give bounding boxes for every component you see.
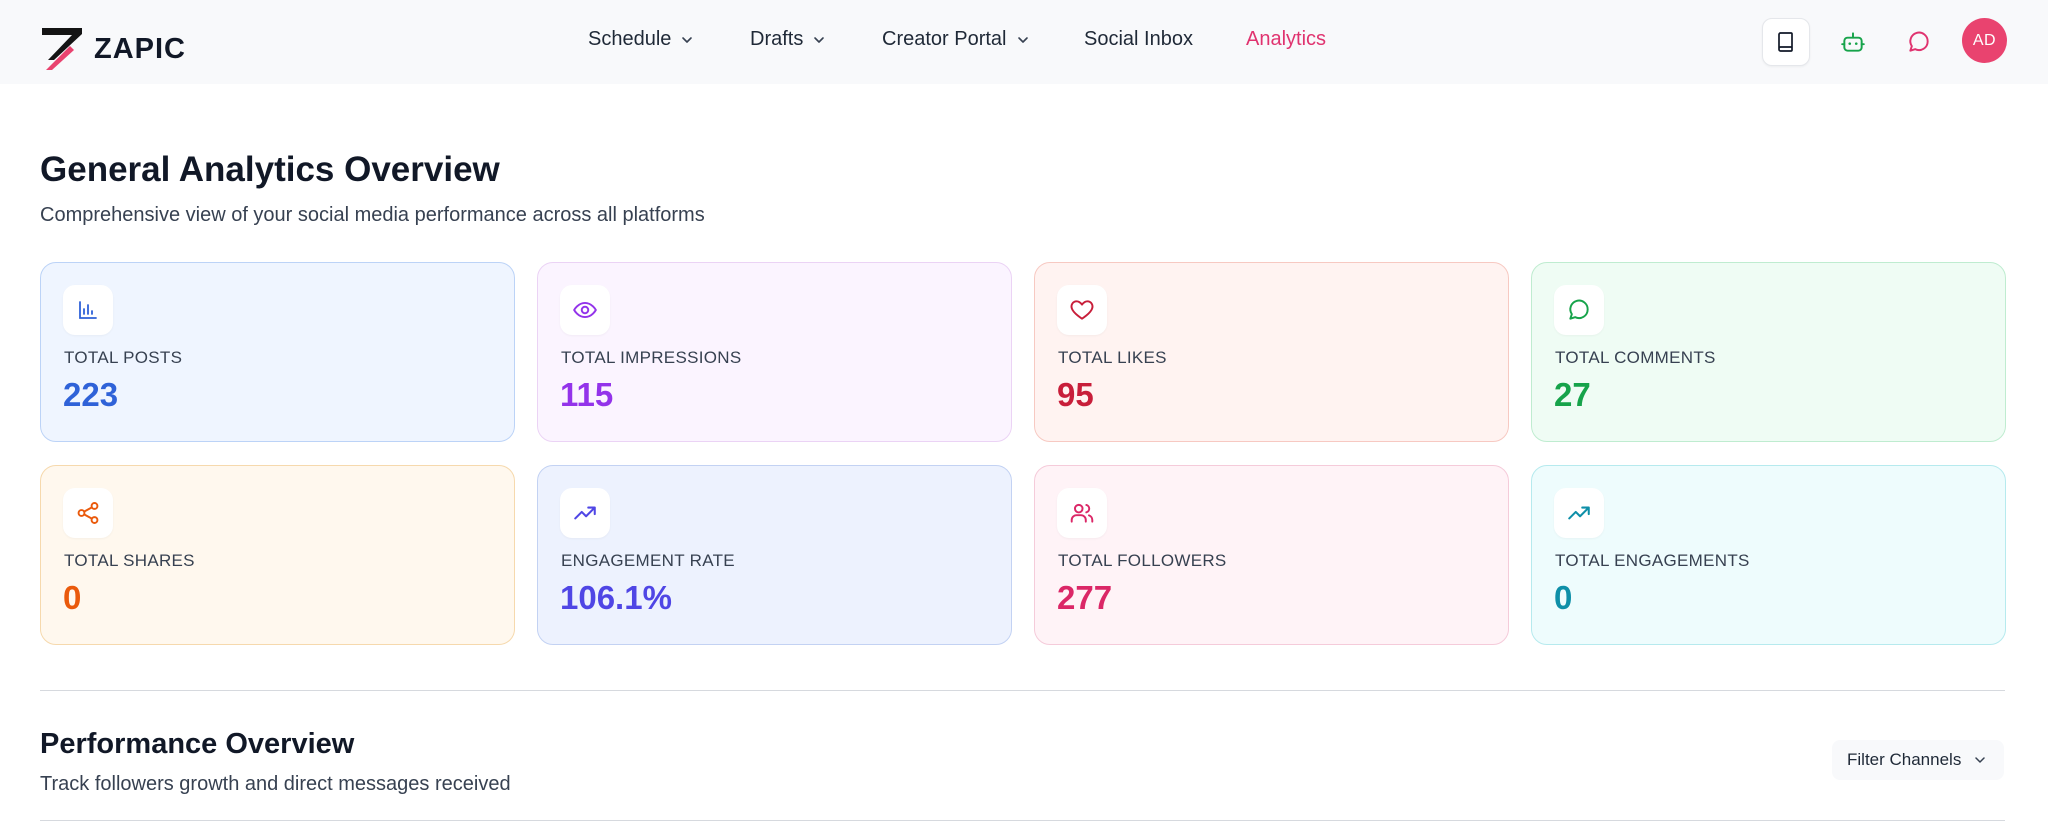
- nav-item-analytics[interactable]: Analytics: [1246, 28, 1326, 51]
- users-icon: [1070, 503, 1094, 523]
- stat-value: 27: [1554, 376, 1591, 413]
- stat-label: ENGAGEMENT RATE: [561, 551, 735, 570]
- stat-label: TOTAL LIKES: [1058, 348, 1167, 367]
- section-divider: [40, 690, 2005, 691]
- stat-icon-wrap: [63, 488, 113, 538]
- stat-label: TOTAL ENGAGEMENTS: [1555, 551, 1750, 570]
- comment-icon: [1569, 299, 1589, 320]
- stat-label: TOTAL COMMENTS: [1555, 348, 1716, 367]
- section-subtitle: Track followers growth and direct messag…: [40, 773, 511, 795]
- nav-item-schedule[interactable]: Schedule: [588, 28, 694, 51]
- stat-card-engagement-rate: ENGAGEMENT RATE 106.1%: [537, 465, 1012, 645]
- nav-item-label: Creator Portal: [882, 28, 1007, 50]
- eye-icon: [573, 301, 597, 319]
- stat-card-total-comments: TOTAL COMMENTS 27: [1531, 262, 2006, 442]
- nav-item-label: Analytics: [1246, 28, 1327, 50]
- stat-card-total-impressions: TOTAL IMPRESSIONS 115: [537, 262, 1012, 442]
- stat-icon-wrap: [1554, 285, 1604, 335]
- nav-item-creator-portal[interactable]: Creator Portal: [882, 28, 1030, 51]
- stat-value: 106.1%: [560, 579, 672, 616]
- stat-card-total-followers: TOTAL FOLLOWERS 277: [1034, 465, 1509, 645]
- stat-value: 95: [1057, 376, 1094, 413]
- brand-logo[interactable]: ZAPIC: [40, 26, 186, 72]
- messages-button[interactable]: [1895, 18, 1943, 66]
- message-icon: [1909, 31, 1929, 52]
- stat-icon-wrap: [1554, 488, 1604, 538]
- heart-icon: [1070, 300, 1094, 320]
- chevron-down-icon: [1017, 36, 1028, 43]
- trending-up-icon: [574, 506, 596, 520]
- ai-assistant-button[interactable]: [1829, 18, 1877, 66]
- section-divider: [40, 820, 2005, 821]
- stat-value: 223: [63, 376, 119, 413]
- avatar[interactable]: AD: [1962, 18, 2007, 63]
- top-navigation-bar: ZAPIC Schedule Drafts Creator Portal Soc…: [0, 0, 2048, 84]
- chevron-down-icon: [682, 36, 693, 43]
- chevron-down-icon: [814, 36, 825, 43]
- chevron-down-icon: [1975, 757, 1986, 763]
- stat-card-total-posts: TOTAL POSTS 223: [40, 262, 515, 442]
- section-title: Performance Overview: [40, 728, 355, 760]
- page-subtitle: Comprehensive view of your social media …: [40, 204, 705, 226]
- trending-up-icon: [1568, 506, 1590, 520]
- docs-button[interactable]: [1762, 18, 1810, 66]
- stat-icon-wrap: [63, 285, 113, 335]
- nav-item-label: Social Inbox: [1084, 28, 1193, 50]
- nav-item-label: Schedule: [588, 28, 672, 50]
- stat-icon-wrap: [1057, 285, 1107, 335]
- stat-card-total-engagements: TOTAL ENGAGEMENTS 0: [1531, 465, 2006, 645]
- filter-label: Filter Channels: [1847, 750, 1962, 769]
- stat-label: TOTAL POSTS: [64, 348, 183, 367]
- zapic-logo-icon: [42, 28, 82, 70]
- stat-icon-wrap: [1057, 488, 1107, 538]
- share-icon: [77, 502, 99, 524]
- stat-icon-wrap: [560, 488, 610, 538]
- stat-value: 115: [560, 376, 614, 413]
- nav-item-social-inbox[interactable]: Social Inbox: [1084, 28, 1193, 51]
- stat-label: TOTAL FOLLOWERS: [1058, 551, 1227, 570]
- stat-value: 0: [1554, 579, 1573, 616]
- stat-value: 277: [1057, 579, 1113, 616]
- nav-item-label: Drafts: [750, 28, 804, 50]
- book-icon: [1778, 32, 1793, 52]
- stat-value: 0: [63, 579, 82, 616]
- stat-card-total-shares: TOTAL SHARES 0: [40, 465, 515, 645]
- bot-icon: [1841, 32, 1865, 52]
- stat-icon-wrap: [560, 285, 610, 335]
- stat-card-total-likes: TOTAL LIKES 95: [1034, 262, 1509, 442]
- stat-label: TOTAL SHARES: [64, 551, 195, 570]
- brand-name: ZAPIC: [94, 32, 186, 65]
- stat-label: TOTAL IMPRESSIONS: [561, 348, 742, 367]
- nav-item-drafts[interactable]: Drafts: [750, 28, 826, 51]
- page-title: General Analytics Overview: [40, 150, 500, 189]
- main-nav: Schedule Drafts Creator Portal Social In…: [0, 0, 2048, 84]
- bar-chart-icon: [79, 301, 97, 319]
- filter-channels-dropdown[interactable]: Filter Channels: [1832, 740, 2004, 780]
